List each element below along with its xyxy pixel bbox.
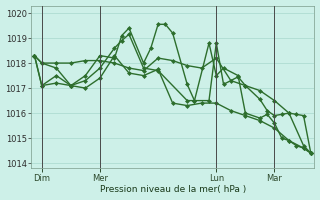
X-axis label: Pression niveau de la mer( hPa ): Pression niveau de la mer( hPa ) [100,185,246,194]
